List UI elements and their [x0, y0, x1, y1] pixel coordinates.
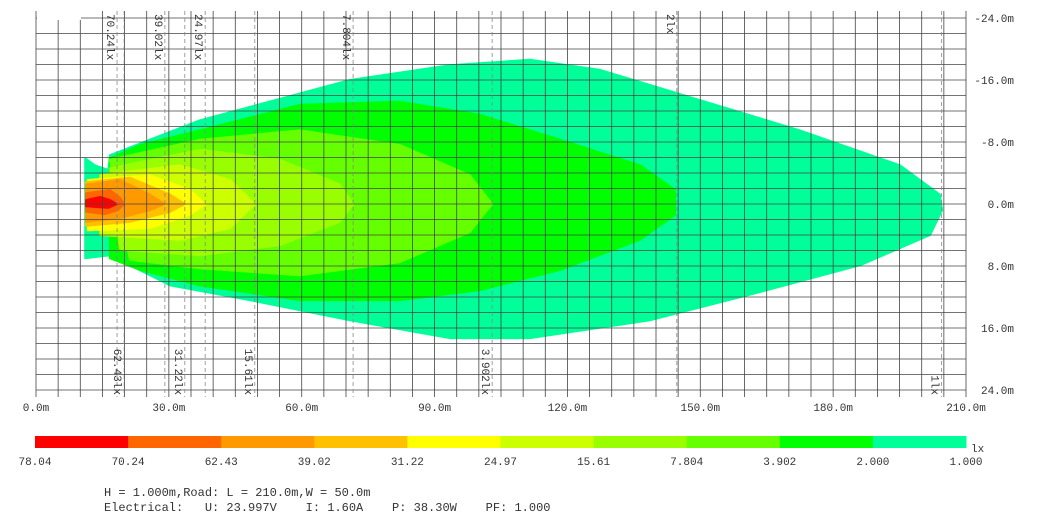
contour-layer [84, 58, 944, 340]
legend-swatch [500, 436, 595, 448]
contour-marker-label: 31.22lx [171, 349, 183, 396]
legend-swatch [686, 436, 781, 448]
y-tick-label: 24.0m [981, 386, 1014, 398]
y-tick-label: -24.0m [974, 14, 1014, 26]
x-tick-label: 120.0m [548, 403, 588, 415]
legend-label: 1.000 [949, 457, 982, 469]
y-tick-label: 16.0m [981, 324, 1014, 336]
x-tick-label: 150.0m [680, 403, 720, 415]
y-tick-label: 0.0m [988, 200, 1015, 212]
y-tick-label: -16.0m [974, 76, 1014, 88]
color-legend: 78.04 70.24 62.43 39.02 31.22 24.97 15.61 7.804… [18, 436, 985, 469]
x-tick-label: 210.0m [946, 403, 986, 415]
legend-label: 31.22 [391, 457, 424, 469]
legend-swatch [314, 436, 408, 448]
footer-info: H = 1.000m,Road: L = 210.0m,W = 50.0m Ele… [104, 486, 550, 516]
contour-marker-label: 7.804lx [339, 14, 351, 61]
axis-labels: 0.0m 30.0m 60.0m 90.0m 120.0m 150.0m 180.0m 210… [23, 14, 1015, 415]
y-tick-label: 8.0m [988, 262, 1015, 274]
legend-swatch [35, 436, 129, 448]
contour-marker-label: 1lx [928, 375, 940, 395]
contour-marker-label: 15.61lx [241, 349, 253, 396]
legend-label: 62.43 [205, 457, 238, 469]
contour-marker-label: 70.24lx [103, 14, 115, 61]
legend-label: 7.804 [670, 457, 703, 469]
x-tick-label: 90.0m [418, 403, 451, 415]
road-parameters: H = 1.000m,Road: L = 210.0m,W = 50.0m [104, 486, 371, 500]
legend-swatch [128, 436, 222, 448]
legend-label: 15.61 [577, 457, 610, 469]
contour-markers: 70.24lx 39.02lx 24.97lx 7.804lx 2lx 62.43lx 31… [103, 11, 943, 397]
contour-marker-label: 2lx [663, 14, 675, 34]
x-tick-label: 180.0m [813, 403, 853, 415]
y-tick-label: -8.0m [981, 138, 1014, 150]
legend-swatch [407, 436, 501, 448]
x-tick-label: 60.0m [285, 403, 318, 415]
contour-marker-label: 39.02lx [151, 14, 163, 61]
grid [35, 10, 967, 397]
x-tick-label: 0.0m [23, 403, 50, 415]
legend-label: 2.000 [856, 457, 889, 469]
legend-unit: lx [971, 444, 985, 456]
legend-swatch [779, 436, 874, 448]
contour-marker-label: 3.902lx [478, 349, 490, 396]
legend-label: 24.97 [484, 457, 517, 469]
electrical-parameters: Electrical: U: 23.997V I: 1.60A P: 38.30… [104, 501, 551, 515]
legend-label: 78.04 [18, 457, 51, 469]
legend-swatch [872, 436, 967, 448]
contour-marker-label: 24.97lx [191, 14, 203, 61]
legend-swatch [221, 436, 315, 448]
legend-label: 3.902 [763, 457, 796, 469]
legend-swatch [593, 436, 688, 448]
contour-marker-label: 62.43lx [110, 349, 122, 396]
legend-label: 70.24 [112, 457, 145, 469]
x-tick-label: 30.0m [152, 403, 185, 415]
legend-label: 39.02 [298, 457, 331, 469]
grid-corner [37, 10, 81, 20]
